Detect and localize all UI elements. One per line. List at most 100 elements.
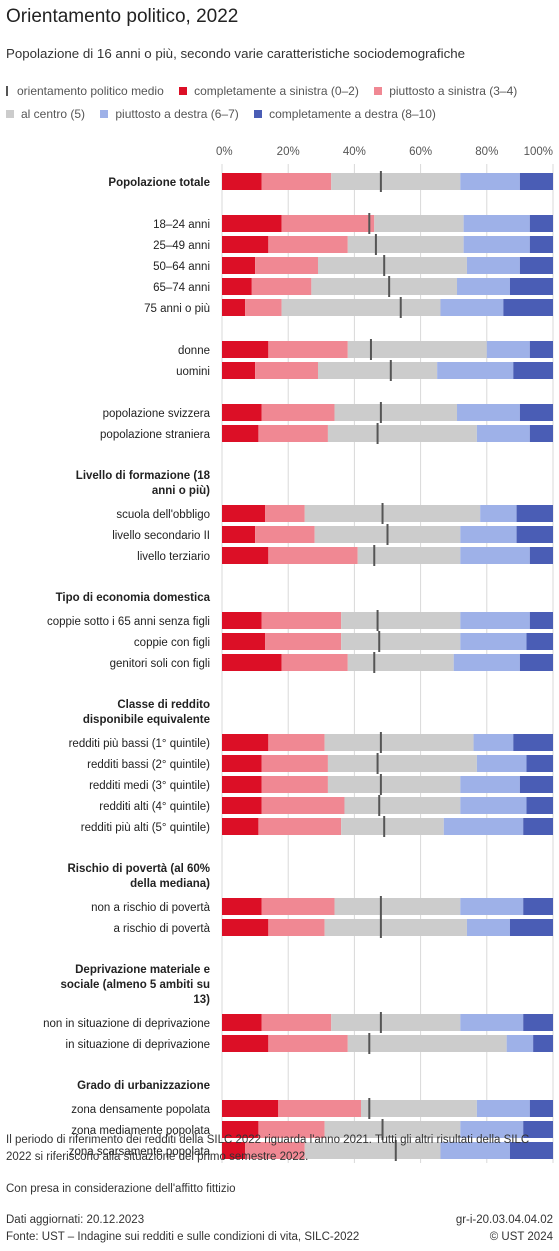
bar-segment [526,755,553,772]
mean-marker-icon [6,86,8,96]
mean-marker [394,1140,397,1161]
bar-segment [519,654,553,671]
bar-segment [331,173,461,190]
bar-segment [281,215,375,232]
bar-segment [463,215,530,232]
bar-segment [341,818,444,835]
mean-marker [379,917,382,938]
bar-segment [331,1014,461,1031]
legend-item-4: completamente a destra (8–10) [254,103,436,126]
bar-segment [334,898,461,915]
bar-segment [222,278,252,295]
bar-segment [361,1100,477,1117]
note-rent: Con presa in considerazione dell'affitto… [6,1183,236,1195]
legend-item-2: al centro (5) [6,103,85,126]
group-header: 13) [193,994,210,1006]
mean-marker [379,774,382,795]
bar-segment [245,1142,305,1159]
bar-segment [347,236,464,253]
bar-segment [255,526,315,543]
chart-title: Orientamento politico, 2022 [6,6,239,27]
x-tick-label: 0% [216,146,233,158]
row-label: in situazione di deprivazione [66,1039,210,1051]
bar-segment [476,425,530,442]
bar-segment [460,776,520,793]
bar-segment [519,173,553,190]
mean-marker [368,1098,371,1119]
bar-segment [268,1035,348,1052]
bar-segment [268,236,348,253]
chart-code: gr-i-20.03.04.04.02 [455,1214,553,1226]
bar-segment [523,1014,553,1031]
bar-segment [519,404,553,421]
bar-segment [222,1014,262,1031]
bar-segment [460,547,530,564]
bar-segment [268,734,325,751]
bar-segment [222,919,269,936]
row-label: 50–64 anni [153,261,210,273]
bar-segment [265,505,305,522]
bar-segment [440,299,504,316]
bar-segment [503,299,553,316]
legend-item-3: piuttosto a destra (6–7) [100,103,239,126]
bar-segment [327,776,461,793]
bar-segment [245,299,282,316]
bar-segment [529,236,553,253]
bar-segment [473,734,514,751]
bar-segment [529,547,553,564]
bar-segment [476,1100,530,1117]
bar-segment [317,362,438,379]
bar-segment [443,818,524,835]
bar-segment [533,1035,553,1052]
row-label: Popolazione totale [108,177,210,189]
note-updated: Dati aggiornati: 20.12.2023 [6,1214,145,1226]
group-header: Rischio di povertà (al 60% [67,863,210,875]
bar-segment [261,755,328,772]
mean-marker [383,816,386,837]
bar-segment [523,818,553,835]
bar-segment [255,257,318,274]
bar-segment [222,1100,279,1117]
bar-segment [523,1121,553,1138]
legend-item-mean: orientamento politico medio [6,80,164,103]
mean-marker [379,732,382,753]
group-header: Tipo di economia domestica [56,592,211,604]
bar-segment [222,633,266,650]
mean-marker [368,1033,371,1054]
bar-segment [324,734,474,751]
group-header: disponibile equivalente [83,714,210,726]
bar-segment [513,734,553,751]
group-header: Livello di formazione (18 [76,470,211,482]
bar-segment [486,341,530,358]
bar-segment [460,797,527,814]
group-header: sociale (almeno 5 ambiti su [60,979,210,991]
mean-marker [381,1119,384,1140]
bar-segment [222,898,262,915]
bar-segment [460,173,520,190]
bar-segment [222,734,269,751]
bar-segment [347,341,487,358]
bar-segment [258,425,328,442]
bar-segment [222,362,256,379]
bar-segment [529,425,553,442]
bar-segment [255,362,318,379]
row-label: zona densamente popolata [71,1104,210,1116]
bar-segment [222,215,282,232]
bar-segment [222,341,269,358]
bar-segment [258,818,342,835]
bar-segment [341,612,461,629]
x-tick-label: 100% [524,146,553,158]
bar-segment [311,278,458,295]
bar-segment [476,755,527,772]
row-label: redditi medi (3° quintile) [89,780,210,792]
mean-marker [376,753,379,774]
row-label: 25–49 anni [153,240,210,252]
mean-marker [388,276,391,297]
bar-segment [440,1142,510,1159]
mean-marker [373,652,376,673]
bar-segment [516,526,553,543]
row-label: redditi più alti (5° quintile) [81,822,210,834]
bar-segment [261,797,345,814]
mean-marker [376,610,379,631]
